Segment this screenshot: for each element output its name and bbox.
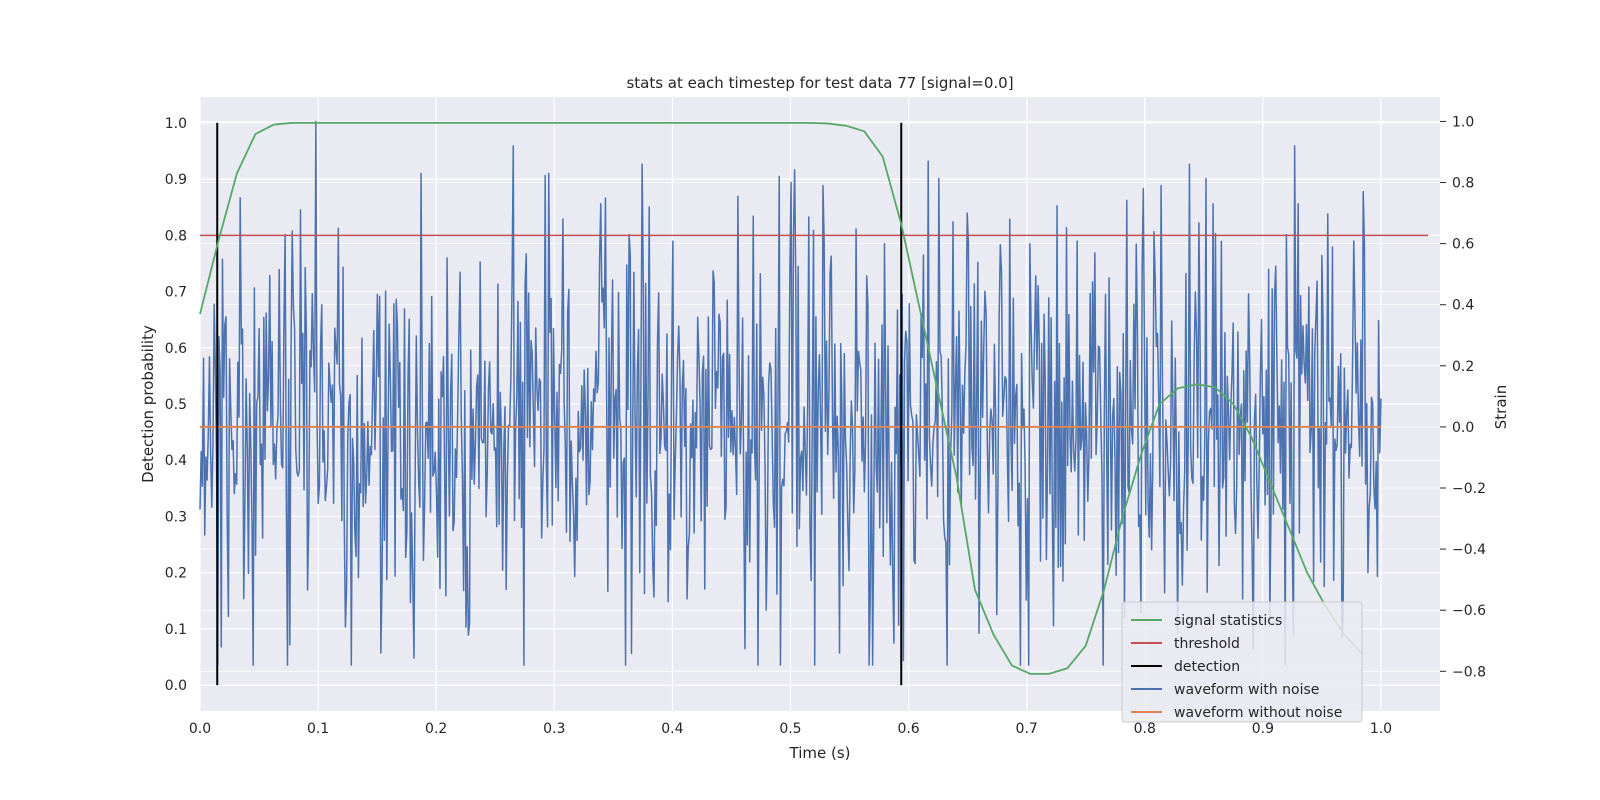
y-tick-label: 0.8	[165, 228, 187, 244]
legend-label: waveform without noise	[1174, 705, 1342, 721]
y2-tick-label: −0.4	[1452, 542, 1486, 558]
legend: signal statistics threshold detection wavef…	[1121, 601, 1363, 723]
ticks: 0.0 0.1 0.2 0.3 0.4 0.5 0.6 0.7 0.8 0.9 1.0 0.0 0.1 0…	[165, 114, 1486, 737]
y-tick-label: 0.4	[165, 453, 187, 469]
x-tick-label: 0.8	[1134, 721, 1156, 737]
y2-tick-label: −0.8	[1452, 664, 1486, 680]
x-tick-label: 0.9	[1252, 721, 1274, 737]
y2-tick-label: 0.6	[1452, 237, 1474, 253]
y2-axis-title: Strain	[1492, 385, 1510, 429]
y-tick-label: 0.7	[165, 285, 187, 301]
legend-label: signal statistics	[1174, 613, 1282, 629]
x-tick-label: 0.2	[425, 721, 447, 737]
y2-tick-label: 1.0	[1452, 114, 1474, 130]
x-tick-label: 0.1	[307, 721, 329, 737]
y2-tick-label: 0.4	[1452, 298, 1474, 314]
chart-title: stats at each timestep for test data 77 …	[626, 74, 1013, 92]
x-tick-label: 0.0	[189, 721, 211, 737]
x-tick-label: 1.0	[1370, 721, 1392, 737]
legend-frame	[1121, 601, 1363, 723]
x-tick-label: 0.6	[897, 721, 919, 737]
x-tick-label: 0.4	[661, 721, 683, 737]
y-tick-label: 0.3	[165, 509, 187, 525]
y-tick-label: 0.2	[165, 566, 187, 582]
waveform-with-noise-line	[199, 120, 1382, 666]
y2-tick-label: 0.2	[1452, 359, 1474, 375]
x-tick-label: 0.5	[779, 721, 801, 737]
y-tick-label: 0.6	[165, 341, 187, 357]
y-tick-label: 1.0	[165, 116, 187, 132]
y-tick-label: 0.1	[165, 622, 187, 638]
y2-tick-label: −0.6	[1452, 603, 1486, 619]
legend-label: detection	[1174, 659, 1240, 675]
x-tick-label: 0.7	[1016, 721, 1038, 737]
series-layer	[199, 120, 1429, 686]
y-tick-label: 0.0	[165, 678, 187, 694]
y-axis-title: Detection probability	[139, 325, 157, 483]
y2-tick-label: −0.2	[1452, 481, 1486, 497]
y-tick-label: 0.5	[165, 397, 187, 413]
y-tick-label: 0.9	[165, 172, 187, 188]
legend-label: threshold	[1174, 636, 1240, 652]
y2-tick-label: 0.0	[1452, 420, 1474, 436]
signal-statistics-line	[199, 121, 1364, 675]
x-axis-title: Time (s)	[789, 744, 851, 762]
y2-tick-label: 0.8	[1452, 176, 1474, 192]
legend-label: waveform with noise	[1174, 682, 1319, 698]
x-tick-label: 0.3	[543, 721, 565, 737]
